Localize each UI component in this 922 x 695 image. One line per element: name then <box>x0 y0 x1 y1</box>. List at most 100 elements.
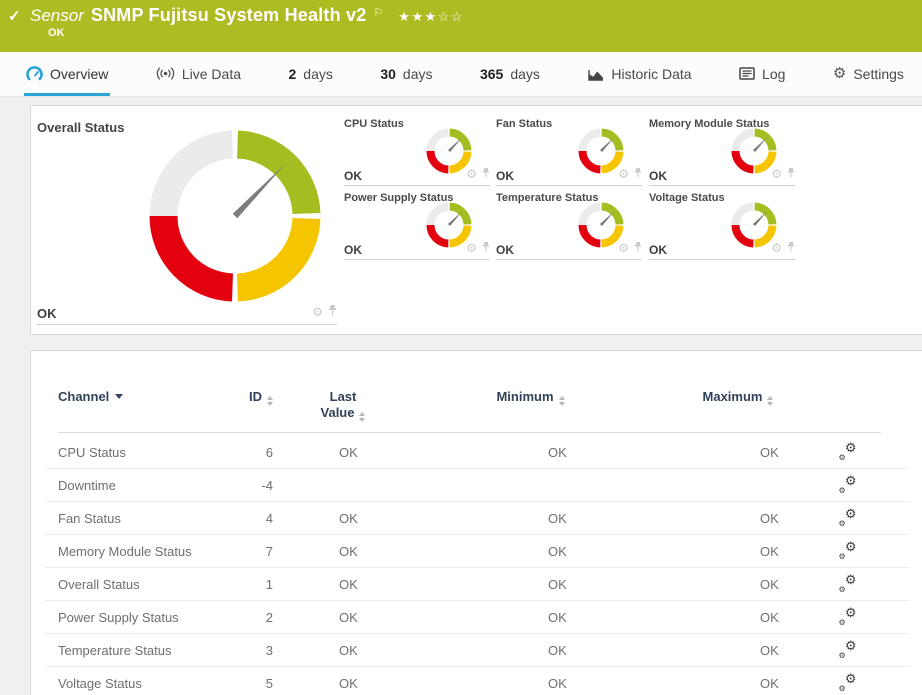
channel-id: -4 <box>261 477 273 493</box>
gear-icon[interactable]: ⚙ <box>618 167 629 181</box>
gauge-value: OK <box>496 169 514 183</box>
channel-id: 4 <box>265 510 273 526</box>
gauge-value: OK <box>649 169 667 183</box>
gear-icon[interactable]: ⚙ <box>771 167 782 181</box>
gauge-fan-status <box>578 128 624 174</box>
tab-365-days[interactable]: 365 days <box>478 52 542 96</box>
panel-footer: OK ⚙ <box>649 241 795 260</box>
table-row-downtime: Downtime -4 ⚙ ⚙ <box>45 469 909 502</box>
last-value: OK <box>339 675 358 691</box>
channel-name: Downtime <box>58 477 116 493</box>
stars-filled[interactable]: ★★★ <box>398 9 438 24</box>
sort-icon[interactable] <box>359 412 366 422</box>
pin-icon[interactable] <box>787 165 795 183</box>
minimum-value: OK <box>548 543 567 559</box>
tab-30-days[interactable]: 30 days <box>378 52 434 96</box>
tab-number: 2 <box>288 65 297 82</box>
last-value: OK <box>339 510 358 526</box>
last-value: OK <box>339 609 358 625</box>
panel-fan-status: Fan Status OK ⚙ <box>496 114 646 186</box>
tab-live-data[interactable]: Live Data <box>154 52 243 96</box>
column-label: ID <box>249 389 262 404</box>
gauge-value: OK <box>37 306 57 321</box>
column-header-maximum[interactable]: Maximum <box>648 389 828 422</box>
tab-label: days <box>303 65 333 82</box>
sort-desc-icon[interactable] <box>115 394 124 399</box>
gauge-value: OK <box>496 243 514 257</box>
pin-icon[interactable] <box>328 303 337 321</box>
minimum-value: OK <box>548 444 567 460</box>
sort-icon[interactable] <box>267 396 273 406</box>
gear-icon[interactable]: ⚙ <box>312 305 323 319</box>
channel-name: Overall Status <box>58 576 140 592</box>
stars-empty[interactable]: ☆☆ <box>437 9 465 24</box>
table-row-fan-status: Fan Status 4 OK OK OK ⚙ ⚙ <box>45 502 909 535</box>
sort-icon[interactable] <box>558 396 565 406</box>
maximum-value: OK <box>760 642 779 658</box>
pin-icon[interactable] <box>482 165 490 183</box>
pin-icon[interactable] <box>787 239 795 257</box>
edit-channel-settings-icon[interactable]: ⚙ ⚙ <box>838 572 857 594</box>
maximum-value: OK <box>760 576 779 592</box>
panel-footer: OK ⚙ <box>496 241 642 260</box>
tab-2-days[interactable]: 2 days <box>286 52 334 96</box>
gauge-voltage-status <box>731 202 777 248</box>
sensor-title[interactable]: SNMP Fujitsu System Health v2 <box>90 5 367 25</box>
edit-channel-settings-icon[interactable]: ⚙ ⚙ <box>838 638 857 660</box>
tab-bar: Overview Live Data 2 days 30 days 365 days Histo… <box>0 52 922 97</box>
gear-icon[interactable]: ⚙ <box>618 241 629 255</box>
tab-overview[interactable]: Overview <box>24 52 111 96</box>
panel-footer: OK ⚙ <box>37 301 337 325</box>
settings-gear-icon: ⚙ <box>832 65 847 82</box>
minimum-value: OK <box>548 675 567 691</box>
column-label: Last Value <box>320 389 357 420</box>
panel-power-supply-status: Power Supply Status OK ⚙ <box>344 188 494 260</box>
column-header-channel[interactable]: Channel <box>58 389 221 422</box>
gauge-power-supply-status <box>426 202 472 248</box>
overview-card: Overall Status OK ⚙ CPU Status OK ⚙ Fan Sta… <box>30 105 922 335</box>
flag-icon[interactable]: ⚐ <box>373 7 384 19</box>
sort-icon[interactable] <box>767 396 774 406</box>
tab-label: days <box>402 65 433 82</box>
table-body: CPU Status 6 OK OK OK ⚙ ⚙ Downtime -4 ⚙ ⚙ Fan Statu… <box>45 436 909 695</box>
edit-channel-settings-icon[interactable]: ⚙ ⚙ <box>838 506 857 528</box>
gauge-value: OK <box>344 169 362 183</box>
minimum-value: OK <box>548 576 567 592</box>
minimum-value: OK <box>548 609 567 625</box>
tab-log[interactable]: Log <box>737 52 787 96</box>
tab-historic-data[interactable]: Historic Data <box>585 52 693 96</box>
channel-id: 1 <box>265 576 273 592</box>
table-row-cpu-status: CPU Status 6 OK OK OK ⚙ ⚙ <box>45 436 909 469</box>
sensor-status-badge: OK <box>48 27 65 39</box>
gauge-memory-module-status <box>731 128 777 174</box>
tab-settings[interactable]: ⚙ Settings <box>831 52 906 96</box>
historic-data-icon <box>588 69 604 81</box>
edit-channel-settings-icon[interactable]: ⚙ ⚙ <box>838 671 857 693</box>
column-header-minimum[interactable]: Minimum <box>413 389 648 422</box>
panel-cpu-status: CPU Status OK ⚙ <box>344 114 494 186</box>
pin-icon[interactable] <box>482 239 490 257</box>
panel-title: Power Supply Status <box>344 192 454 204</box>
column-header-id[interactable]: ID <box>221 389 273 422</box>
maximum-value: OK <box>760 675 779 691</box>
channel-id: 2 <box>265 609 273 625</box>
edit-channel-settings-icon[interactable]: ⚙ ⚙ <box>838 440 857 462</box>
gauge-icon <box>26 66 43 81</box>
channel-id: 3 <box>265 642 273 658</box>
column-header-last-value[interactable]: Last Value <box>273 389 413 422</box>
tab-number: 365 <box>479 65 504 82</box>
edit-channel-settings-icon[interactable]: ⚙ ⚙ <box>838 473 857 495</box>
pin-icon[interactable] <box>634 165 642 183</box>
pin-icon[interactable] <box>634 239 642 257</box>
gear-icon[interactable]: ⚙ <box>771 241 782 255</box>
panel-memory-module-status: Memory Module Status OK ⚙ <box>649 114 799 186</box>
panel-temperature-status: Temperature Status OK ⚙ <box>496 188 646 260</box>
panel-footer: OK ⚙ <box>344 241 490 260</box>
gear-icon[interactable]: ⚙ <box>466 167 477 181</box>
edit-channel-settings-icon[interactable]: ⚙ ⚙ <box>838 605 857 627</box>
priority-stars[interactable]: ★★★☆☆ <box>398 9 464 25</box>
gear-icon[interactable]: ⚙ <box>466 241 477 255</box>
column-label: Maximum <box>702 389 763 404</box>
edit-channel-settings-icon[interactable]: ⚙ ⚙ <box>838 539 857 561</box>
last-value: OK <box>339 576 358 592</box>
